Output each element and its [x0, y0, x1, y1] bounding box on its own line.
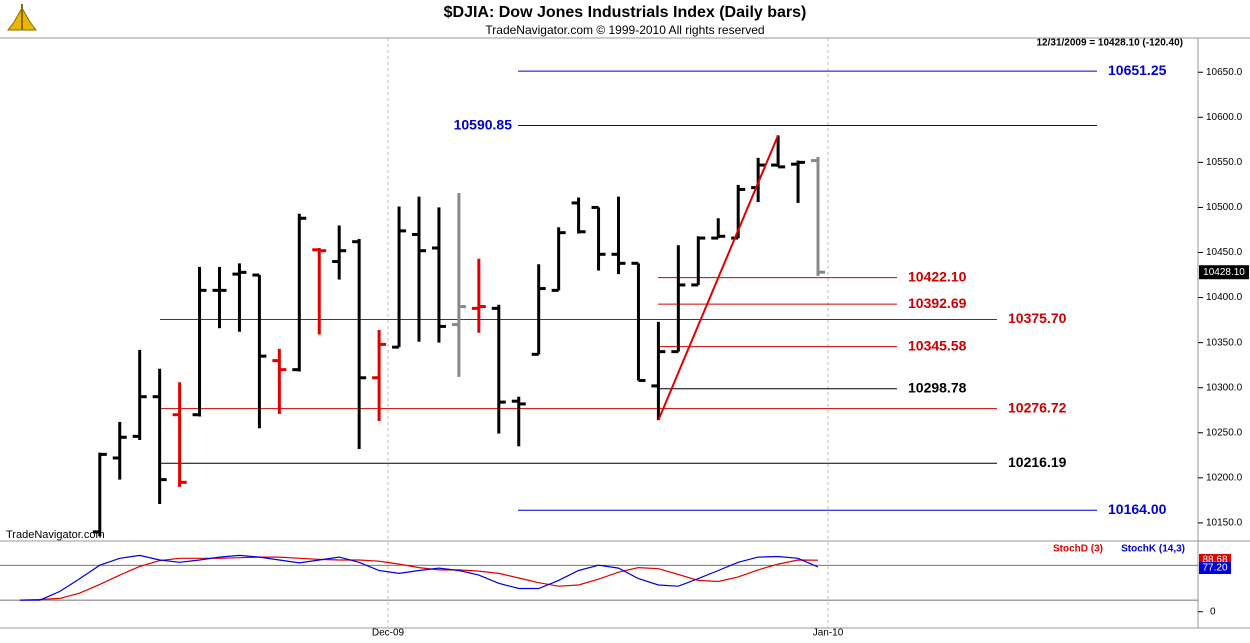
trend-line [657, 134, 780, 421]
y-tick-label: 10500.0 [1206, 202, 1243, 213]
y-tick-label: 10300.0 [1206, 382, 1243, 393]
stoch-value-box [1199, 562, 1231, 574]
y-tick-label: 10150.0 [1206, 518, 1243, 529]
y-tick-label: 10650.0 [1206, 67, 1243, 78]
y-tick-label: 10250.0 [1206, 427, 1243, 438]
legend-entry: StochD (3) [1053, 544, 1103, 555]
stoch-value-label: 88.68 [1202, 555, 1227, 566]
x-tick-label: Dec-09 [372, 628, 405, 639]
last-price-label: 10428.10 [1203, 267, 1245, 278]
y-tick-label: 10600.0 [1206, 112, 1243, 123]
level-label: 10422.10 [908, 268, 967, 284]
header-quote: 12/31/2009 = 10428.10 (-120.40) [1036, 38, 1183, 49]
legend-entry: StochK (14,3) [1121, 544, 1185, 555]
logo [7, 4, 37, 31]
stoch-line [19, 556, 819, 601]
last-price-box [1199, 265, 1249, 280]
level-label: 10590.85 [454, 116, 513, 132]
stoch-y-tick-label: 0 [1210, 606, 1216, 617]
level-label: 10164.00 [1108, 501, 1167, 517]
y-tick-label: 10200.0 [1206, 472, 1243, 483]
chart-title: $DJIA: Dow Jones Industrials Index (Dail… [444, 4, 807, 21]
level-label: 10651.25 [1108, 62, 1167, 78]
y-tick-label: 10450.0 [1206, 247, 1243, 258]
stoch-value-label: 77.20 [1202, 563, 1227, 574]
watermark: TradeNavigator.com [6, 529, 105, 541]
level-label: 10392.69 [908, 295, 967, 311]
level-label: 10375.70 [1008, 310, 1067, 326]
level-label: 10216.19 [1008, 454, 1067, 470]
level-label: 10276.72 [1008, 399, 1067, 415]
y-tick-label: 10400.0 [1206, 292, 1243, 303]
x-tick-label: Jan-10 [813, 628, 844, 639]
level-label: 10298.78 [908, 379, 967, 395]
y-tick-label: 10550.0 [1206, 157, 1243, 168]
stoch-line [20, 554, 819, 601]
y-tick-label: 10350.0 [1206, 337, 1243, 348]
chart-subtitle: TradeNavigator.com © 1999-2010 All right… [485, 23, 764, 37]
level-label: 10345.58 [908, 337, 967, 353]
